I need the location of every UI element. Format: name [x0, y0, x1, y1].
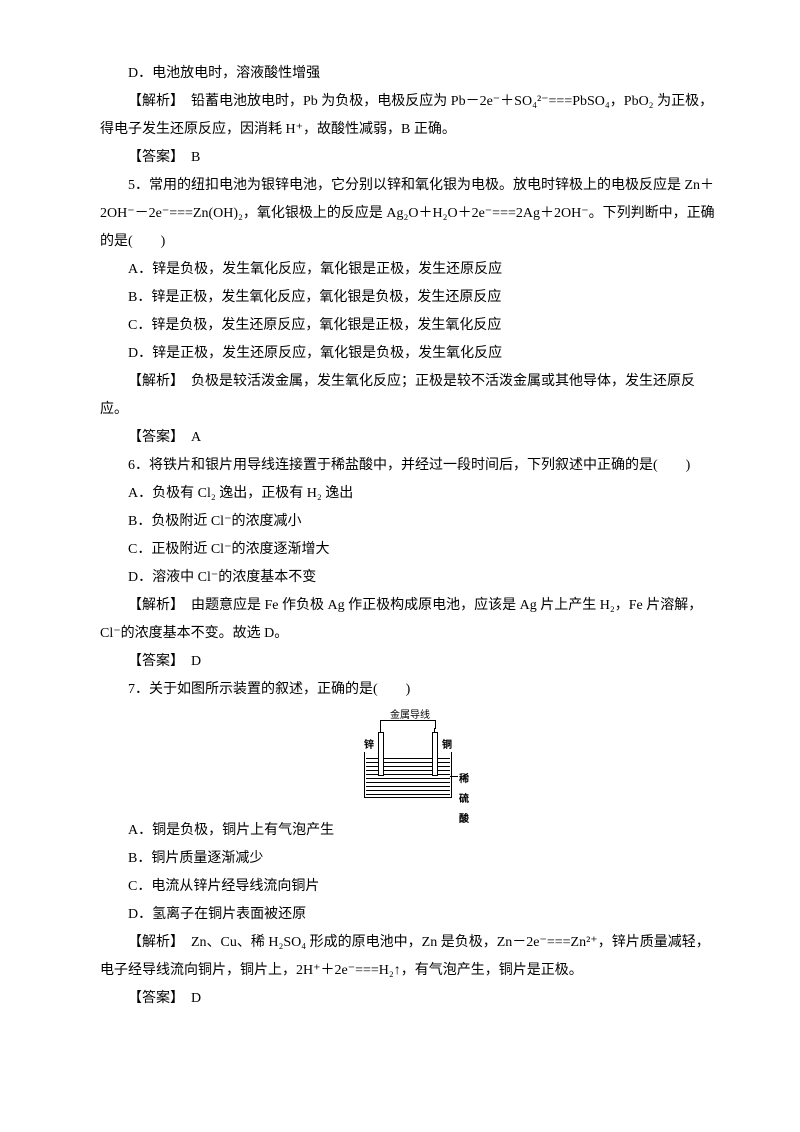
electrode-zn-icon — [378, 732, 384, 776]
q4-option-d: D．电池放电时，溶液酸性增强 — [100, 60, 720, 88]
q7-option-d: D．氢离子在铜片表面被还原 — [100, 901, 720, 929]
q5-answer: 【答案】 A — [100, 424, 720, 452]
solution-leader-icon — [450, 776, 458, 777]
document-page: D．电池放电时，溶液酸性增强 【解析】 铅蓄电池放电时，Pb 为负极，电极反应为… — [0, 0, 800, 1132]
q7-option-b: B．铜片质量逐渐减少 — [100, 845, 720, 873]
q4-explanation: 【解析】 铅蓄电池放电时，Pb 为负极，电极反应为 Pb－2e⁻＋SO₄²⁻==… — [100, 88, 720, 144]
cell-diagram: 金属导线 锌 铜 稀硫酸 — [350, 708, 470, 804]
q6-explanation: 【解析】 由题意应是 Fe 作负极 Ag 作正极构成原电池，应该是 Ag 片上产… — [100, 592, 720, 648]
q5-explanation: 【解析】 负极是较活泼金属，发生氧化反应；正极是较不活泼金属或其他导体，发生还原… — [100, 368, 720, 424]
q6-option-a: A．负极有 Cl₂ 逸出，正极有 H₂ 逸出 — [100, 480, 720, 508]
q5-option-d: D．锌是正极，发生还原反应，氧化银是负极，发生氧化反应 — [100, 340, 720, 368]
q5-option-c: C．锌是负极，发生还原反应，氧化银是正极，发生氧化反应 — [100, 312, 720, 340]
wire-icon — [380, 720, 436, 729]
solution-label: 稀硫酸 — [458, 770, 470, 830]
electrode-cu-icon — [432, 732, 438, 776]
q4-answer: 【答案】 B — [100, 144, 720, 172]
q7-explanation: 【解析】 Zn、Cu、稀 H₂SO₄ 形成的原电池中，Zn 是负极，Zn－2e⁻… — [100, 929, 720, 985]
q7-figure: 金属导线 锌 铜 稀硫酸 — [100, 708, 720, 815]
q7-option-a: A．铜是负极，铜片上有气泡产生 — [100, 817, 720, 845]
q5-stem: 5．常用的纽扣电池为银锌电池，它分别以锌和氧化银为电极。放电时锌极上的电极反应是… — [100, 172, 720, 256]
q6-option-d: D．溶液中 Cl⁻的浓度基本不变 — [100, 564, 720, 592]
q7-stem: 7．关于如图所示装置的叙述，正确的是( ) — [100, 676, 720, 704]
q6-answer: 【答案】 D — [100, 648, 720, 676]
q5-option-b: B．锌是正极，发生氧化反应，氧化银是负极，发生还原反应 — [100, 284, 720, 312]
q7-option-c: C．电流从锌片经导线流向铜片 — [100, 873, 720, 901]
q6-option-c: C．正极附近 Cl⁻的浓度逐渐增大 — [100, 536, 720, 564]
q5-option-a: A．锌是负极，发生氧化反应，氧化银是正极，发生还原反应 — [100, 256, 720, 284]
q6-option-b: B．负极附近 Cl⁻的浓度减小 — [100, 508, 720, 536]
q7-answer: 【答案】 D — [100, 985, 720, 1013]
q6-stem: 6．将铁片和银片用导线连接置于稀盐酸中，并经过一段时间后，下列叙述中正确的是( … — [100, 452, 720, 480]
